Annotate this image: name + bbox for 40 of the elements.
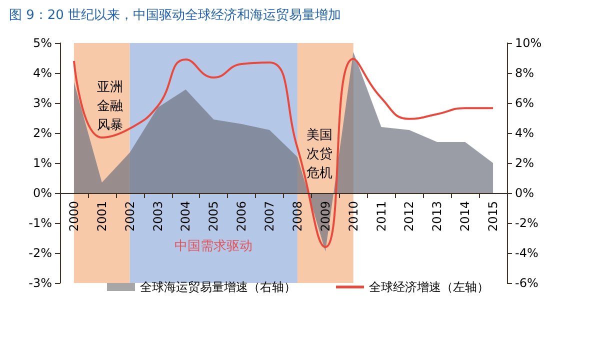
y2-tick-label: 10% xyxy=(515,36,542,50)
y2-tick-label: -2% xyxy=(515,216,538,230)
x-tick-label: 2005 xyxy=(206,201,221,232)
band-label: 中国需求驱动 xyxy=(174,239,253,254)
legend-label: 全球海运贸易量增速（右轴） xyxy=(140,280,296,294)
x-tick-label: 2008 xyxy=(290,201,304,232)
x-tick-label: 2010 xyxy=(346,201,360,232)
chart-title: 图 9：20 世纪以来，中国驱动全球经济和海运贸易量增加 xyxy=(9,8,342,23)
y2-tick-label: 0% xyxy=(515,186,534,200)
y2-tick-label: 6% xyxy=(515,96,534,110)
x-tick-label: 2000 xyxy=(66,201,81,232)
x-tick-label: 2006 xyxy=(234,201,249,232)
y-tick-label: 0% xyxy=(32,186,52,200)
y-tick-label: -1% xyxy=(28,216,52,230)
x-tick-label: 2003 xyxy=(150,201,165,232)
legend-label: 全球经济增速（左轴） xyxy=(369,280,489,294)
x-tick-label: 2009 xyxy=(318,201,332,232)
y2-tick-label: -6% xyxy=(515,276,538,290)
x-tick-label: 2012 xyxy=(402,201,416,232)
y2-tick-label: 4% xyxy=(515,126,534,140)
y2-tick-label: 8% xyxy=(515,66,534,80)
band-label: 亚洲金融风暴 xyxy=(96,80,123,133)
y-tick-label: -3% xyxy=(28,276,52,290)
y2-tick-label: -4% xyxy=(515,246,538,260)
x-tick-label: 2015 xyxy=(486,201,500,232)
x-tick-label: 2001 xyxy=(94,201,109,232)
band-label: 美国次贷危机 xyxy=(306,127,332,181)
x-tick-label: 2013 xyxy=(430,201,444,232)
y-tick-label: 3% xyxy=(32,96,52,110)
x-tick-label: 2002 xyxy=(122,201,137,232)
x-tick-label: 2011 xyxy=(374,201,388,232)
y-tick-label: -2% xyxy=(28,246,52,260)
y-tick-label: 2% xyxy=(32,126,52,140)
x-tick-label: 2004 xyxy=(178,201,193,232)
x-tick-label: 2007 xyxy=(262,201,277,232)
x-tick-label: 2014 xyxy=(458,201,472,232)
y2-tick-label: 2% xyxy=(515,156,534,170)
y-tick-label: 1% xyxy=(32,156,52,170)
y-tick-label: 5% xyxy=(32,36,52,50)
y-tick-label: 4% xyxy=(32,66,52,80)
